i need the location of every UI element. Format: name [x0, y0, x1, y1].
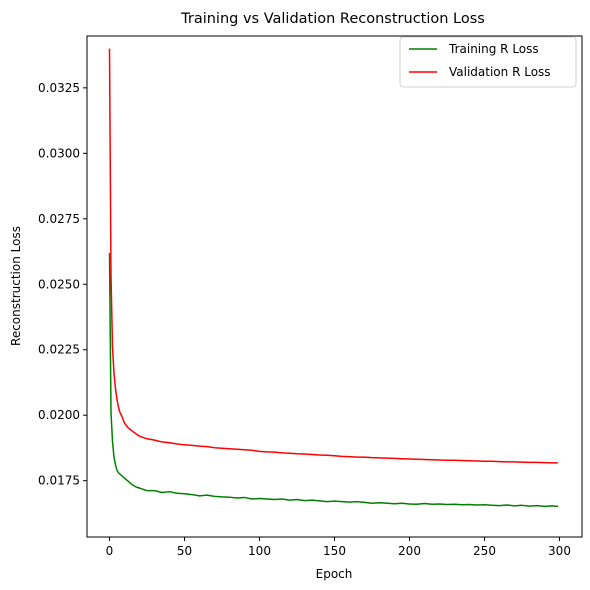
- plot-area: [86, 35, 583, 538]
- y-axis: 0.0175 0.0200 0.0225 0.0250 0.0275 0.0300 0.03…: [38, 81, 87, 488]
- y-tick-label: 0.0175: [38, 474, 80, 488]
- series-lines: [108, 48, 559, 508]
- x-axis-label: Epoch: [316, 567, 353, 581]
- x-axis: 0 50 100 150 200 250 300: [106, 537, 571, 558]
- y-tick-label: 0.0200: [38, 408, 80, 422]
- x-tick-label: 150: [323, 544, 346, 558]
- x-tick-label: 50: [177, 544, 192, 558]
- x-tick-label: 300: [548, 544, 571, 558]
- legend-box: [399, 36, 577, 88]
- series-line-training: [108, 252, 559, 508]
- x-tick-label: 0: [106, 544, 114, 558]
- y-tick-label: 0.0300: [38, 146, 80, 160]
- y-tick-label: 0.0250: [38, 277, 80, 291]
- legend: Training R Loss Validation R Loss: [399, 36, 577, 88]
- legend-label-training: Training R Loss: [448, 42, 539, 56]
- y-tick-label: 0.0325: [38, 81, 80, 95]
- series-line-validation: [108, 48, 558, 464]
- y-tick-label: 0.0225: [38, 343, 80, 357]
- y-axis-label: Reconstruction Loss: [9, 226, 23, 346]
- plot-frame: [87, 36, 582, 537]
- x-tick-label: 100: [248, 544, 271, 558]
- y-tick-label: 0.0275: [38, 212, 80, 226]
- legend-label-validation: Validation R Loss: [449, 65, 551, 79]
- x-tick-label: 250: [473, 544, 496, 558]
- x-tick-label: 200: [398, 544, 421, 558]
- chart-title: Training vs Validation Reconstruction Lo…: [180, 11, 485, 27]
